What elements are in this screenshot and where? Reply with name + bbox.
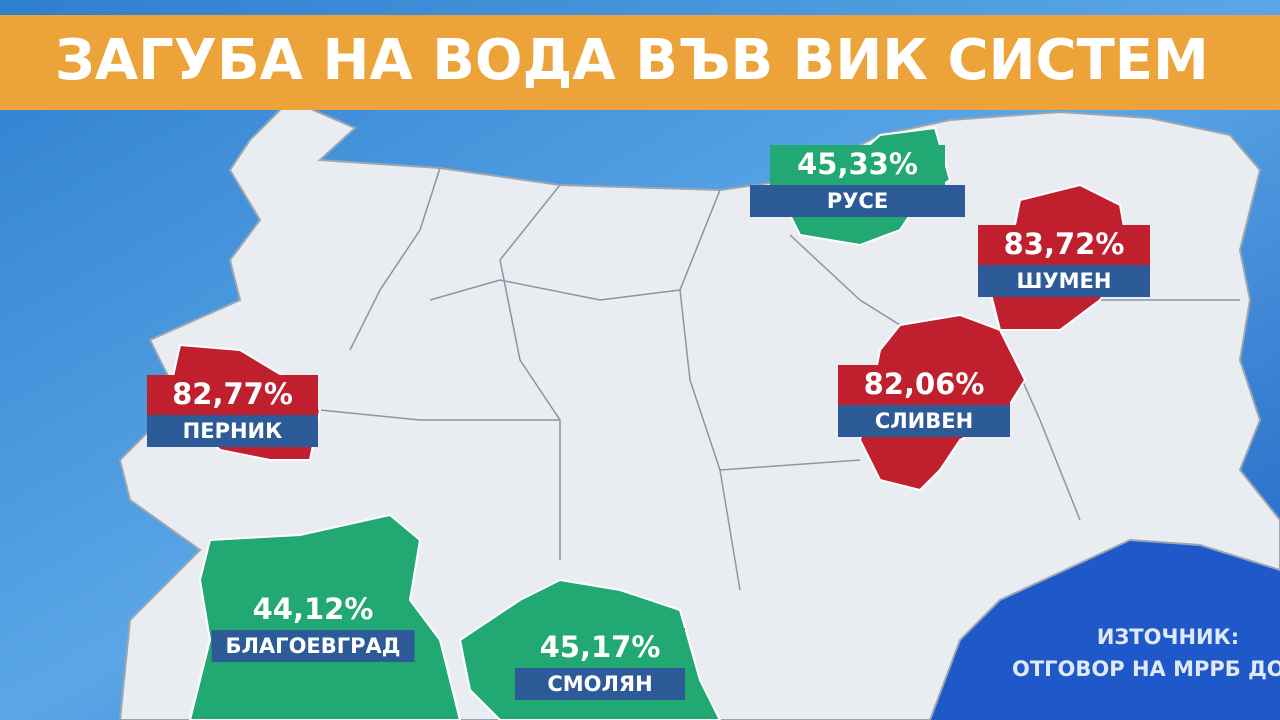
region-name: СМОЛЯН	[547, 672, 652, 696]
value-box	[147, 375, 318, 415]
region-value: 45,17%	[540, 630, 661, 664]
value-box	[228, 590, 398, 630]
source-line: ОТГОВОР НА МРРБ ДО	[1012, 657, 1280, 681]
value-box	[515, 628, 685, 668]
name-box	[838, 405, 1010, 437]
name-box	[211, 630, 415, 662]
title: ЗАГУБА НА ВОДА ВЪВ ВИК СИСТЕМ	[55, 28, 1209, 93]
region-value: 44,12%	[253, 592, 374, 626]
value-box	[838, 365, 1010, 405]
source-line: ИЗТОЧНИК:	[1097, 625, 1239, 649]
region-value: 82,77%	[172, 377, 293, 411]
region-name: ПЕРНИК	[183, 419, 283, 443]
region-name: РУСЕ	[827, 189, 888, 213]
value-box	[978, 225, 1150, 265]
value-box	[770, 145, 945, 185]
name-box	[750, 185, 965, 217]
title-banner	[0, 15, 1280, 110]
region-value: 83,72%	[1004, 227, 1125, 261]
region-value: 45,33%	[797, 147, 918, 181]
name-box	[515, 668, 685, 700]
region-name: ШУМЕН	[1017, 269, 1112, 293]
region-name: БЛАГОЕВГРАД	[225, 634, 400, 658]
region-value: 82,06%	[864, 367, 985, 401]
borders	[319, 167, 1240, 591]
name-box	[147, 415, 318, 447]
region-name: СЛИВЕН	[875, 409, 973, 433]
name-box	[978, 265, 1150, 297]
